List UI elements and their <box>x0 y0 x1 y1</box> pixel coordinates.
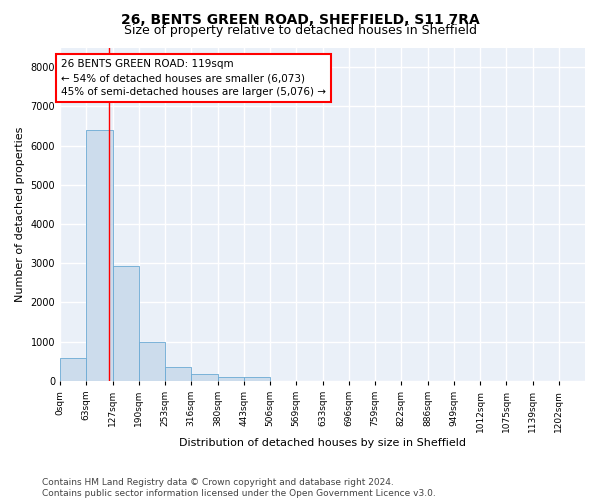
Bar <box>165 366 191 381</box>
Text: 26, BENTS GREEN ROAD, SHEFFIELD, S11 7RA: 26, BENTS GREEN ROAD, SHEFFIELD, S11 7RA <box>121 12 479 26</box>
Bar <box>86 130 113 381</box>
Text: 26 BENTS GREEN ROAD: 119sqm
← 54% of detached houses are smaller (6,073)
45% of : 26 BENTS GREEN ROAD: 119sqm ← 54% of det… <box>61 60 326 98</box>
X-axis label: Distribution of detached houses by size in Sheffield: Distribution of detached houses by size … <box>179 438 466 448</box>
Bar <box>60 358 86 381</box>
Bar <box>139 342 165 381</box>
Bar <box>191 374 218 381</box>
Text: Contains HM Land Registry data © Crown copyright and database right 2024.
Contai: Contains HM Land Registry data © Crown c… <box>42 478 436 498</box>
Y-axis label: Number of detached properties: Number of detached properties <box>15 126 25 302</box>
Bar <box>244 378 270 381</box>
Bar <box>113 266 139 381</box>
Text: Size of property relative to detached houses in Sheffield: Size of property relative to detached ho… <box>124 24 476 37</box>
Bar <box>218 376 244 381</box>
